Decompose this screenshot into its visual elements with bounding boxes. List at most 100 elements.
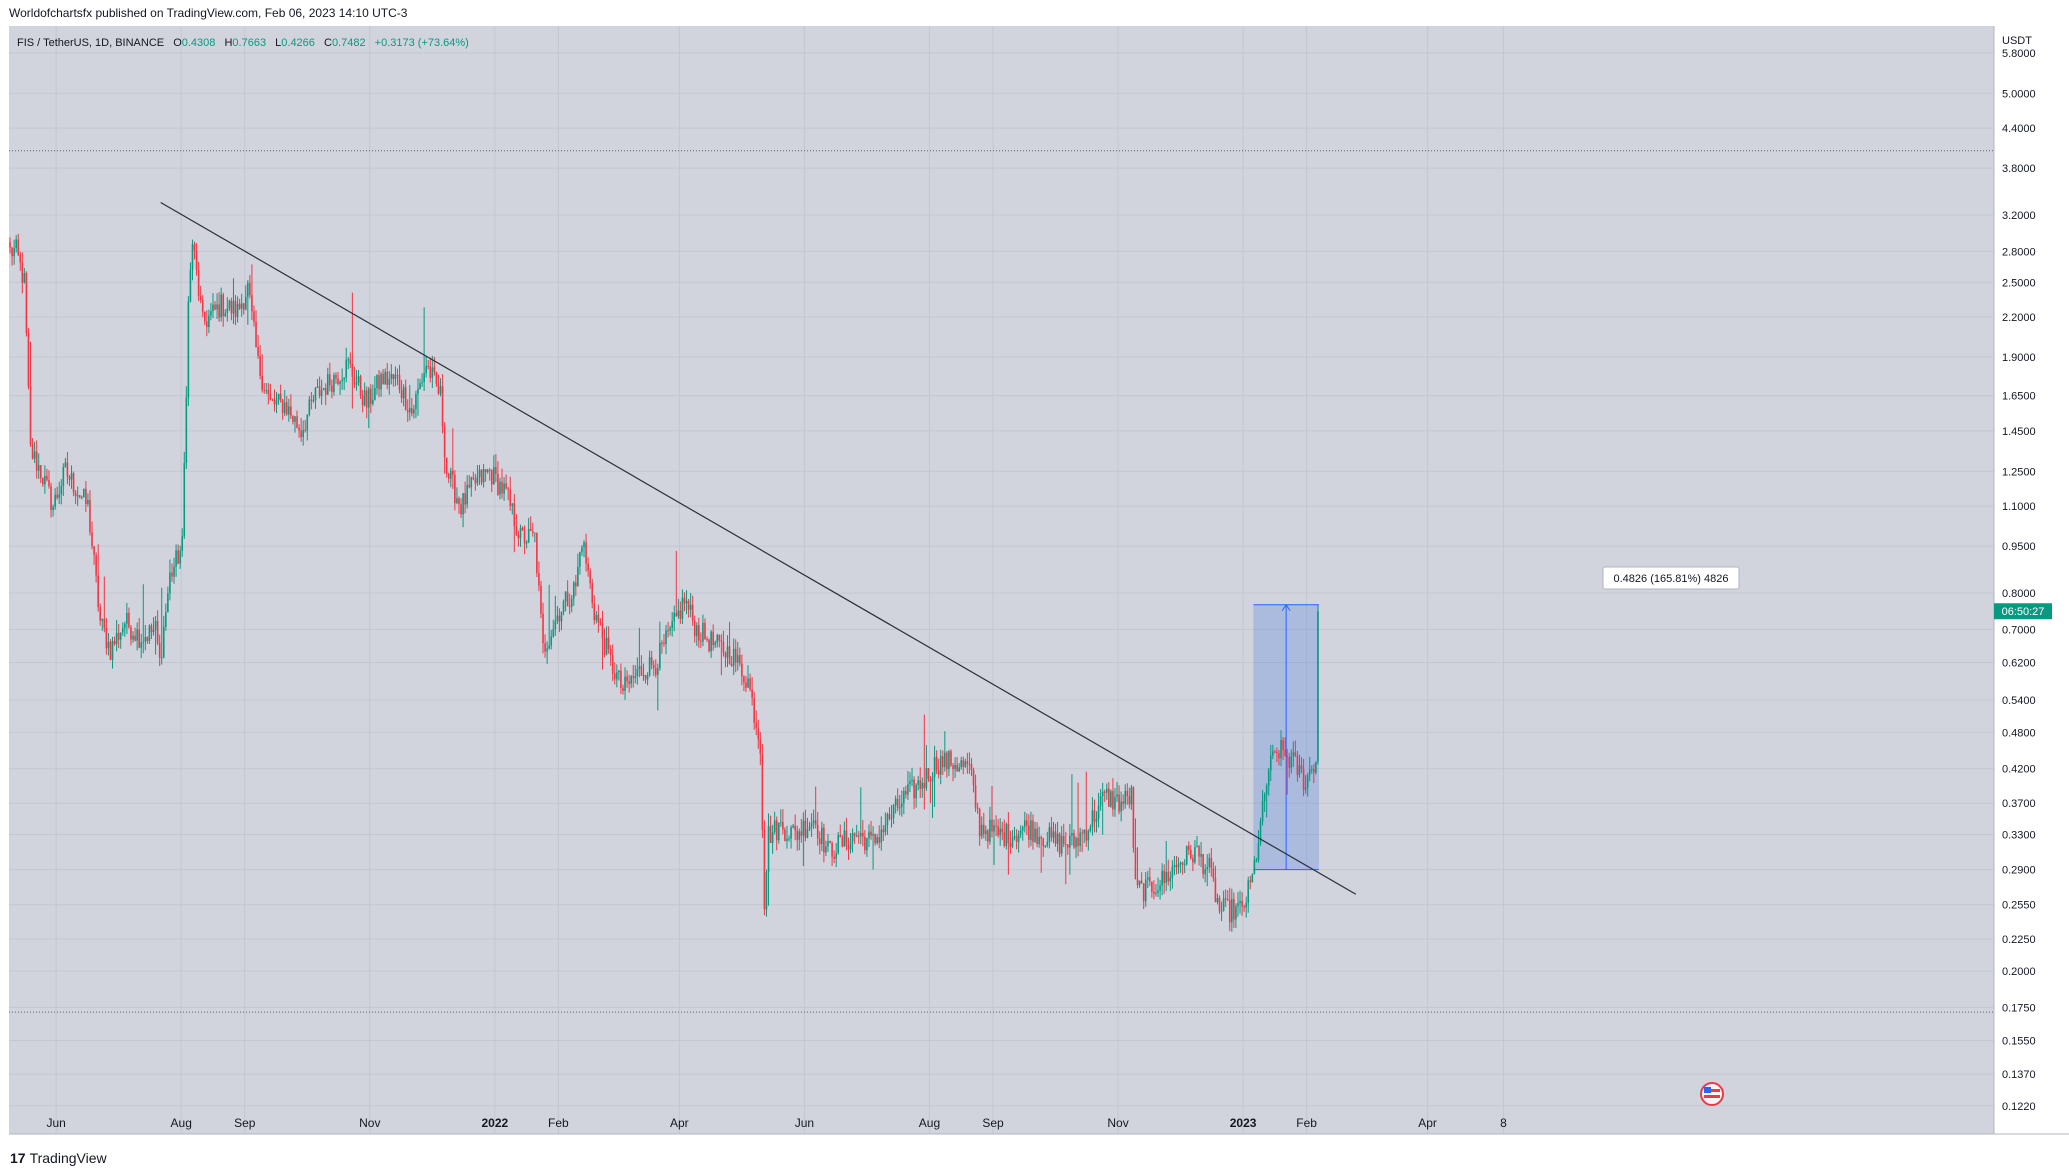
candle-up [560,611,563,622]
price-axis[interactable]: 5.8000 5.0000 4.4000 3.8000 3.2000 2.8000 2.50… [2002,48,2036,1113]
candle-up [556,615,559,621]
candle-down [138,629,140,648]
candle-up [76,495,79,497]
candle-up [931,776,934,782]
events-flag-icon[interactable] [1700,1082,1724,1106]
candle-down [800,831,803,836]
candle-up [431,367,434,378]
candle-down [1274,751,1276,753]
candle-up [851,833,854,842]
candle-down [39,465,42,478]
candle-down [693,620,696,637]
candle-down [529,529,532,531]
candle-down [1103,791,1106,793]
candle-up [101,618,104,621]
candle-up [1235,906,1237,920]
candle-up [169,572,171,594]
candle-up [1267,770,1270,786]
candle-down [35,451,38,471]
candle-down [1136,879,1139,886]
candle-down [794,825,796,831]
price-range-box[interactable] [1253,603,1319,871]
candle-up [439,386,442,394]
candle-up [308,399,311,415]
candle-up [408,408,411,413]
tradingview-logo-icon: 17 [10,1150,26,1166]
candle-down [427,366,430,368]
candle-down [775,820,778,841]
candle-up [572,582,575,599]
candle-up [1269,755,1272,771]
candle-up [1114,796,1116,810]
candle-down [1128,796,1131,805]
candle-down [370,388,372,404]
candle-up [550,636,553,646]
price-tick-label: 1.1000 [2002,501,2036,513]
trendline[interactable] [160,201,1357,895]
candle-down [521,527,524,531]
candle-up [638,666,641,669]
candle-up [1194,847,1196,863]
candle-up [1089,827,1092,831]
candle-up [165,612,167,627]
candle-up [499,481,501,495]
candle-down [818,838,821,844]
candle-up [1220,910,1223,912]
time-tick-label: Aug [171,1116,192,1130]
candle-up [788,838,790,840]
candle-down [784,829,786,841]
candle-down [1153,891,1155,894]
candles[interactable] [9,233,1319,932]
candle-down [667,630,669,632]
candle-down [285,402,288,415]
candle-down [749,678,751,690]
candle-up [456,498,458,503]
candle-down [1064,844,1067,846]
candle-down [814,820,817,825]
candle-down [759,739,762,755]
candle-down [652,664,655,668]
candle-down [359,376,362,396]
candle-up [322,388,325,391]
candle-up [907,784,909,795]
candle-down [279,393,282,400]
publisher-header: Worldofchartsfx published on TradingView… [9,6,408,20]
candle-down [1187,846,1190,850]
candle-up [275,400,278,405]
candle-down [484,469,487,473]
candle-up [288,406,290,415]
candle-up [62,467,65,487]
footer-brand[interactable]: 17 TradingView [10,1150,107,1166]
candle-down [632,676,635,678]
candle-up [37,465,40,471]
candle-down [987,830,989,842]
candle-down [1085,829,1088,841]
candle-up [1116,794,1118,797]
candle-down [816,824,819,839]
time-tick-label: Sep [234,1116,256,1130]
candle-down [769,826,772,843]
candle-down [156,620,159,644]
candle-down [11,247,13,257]
candle-up [140,642,143,648]
candle-up [933,757,936,777]
time-axis[interactable]: Jun Aug Sep Nov 2022 Feb Apr Jun Aug Sep Nov 2023 Fe… [46,1116,1507,1130]
candle-down [1001,828,1004,833]
price-tick-label: 0.1370 [2002,1069,2036,1081]
candle-up [277,393,280,401]
candle-up [1052,831,1055,838]
candle-down [675,612,678,616]
candle-up [208,315,210,328]
price-tick-label: 3.2000 [2002,210,2036,222]
footer-brand-label: TradingView [29,1150,107,1166]
candle-down [739,655,741,664]
symbol-legend[interactable]: FIS / TetherUS, 1D, BINANCE O0.4308 H0.7… [17,37,469,49]
candle-down [474,478,477,484]
candle-up [736,655,739,663]
price-tick-label: 5.0000 [2002,88,2036,100]
candle-down [905,790,907,795]
candle-up [210,311,212,316]
candle-down [17,239,20,255]
candle-down [158,643,161,658]
